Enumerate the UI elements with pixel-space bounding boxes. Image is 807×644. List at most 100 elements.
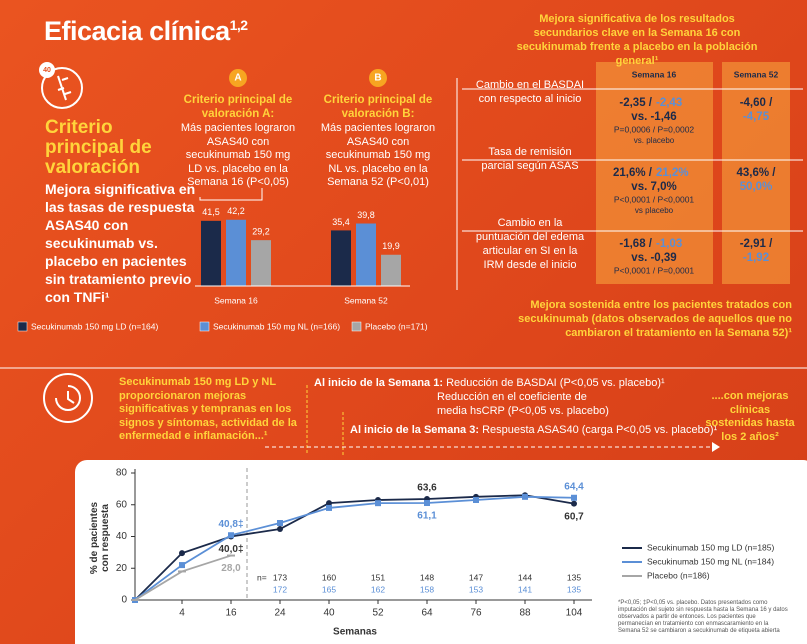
n-value: 173 — [273, 572, 287, 582]
column-header: Semana 16 — [632, 69, 677, 79]
title: Eficacia clínica1,2 — [44, 16, 248, 47]
bar — [251, 240, 271, 286]
cell-ld: -2,91 / — [740, 238, 773, 250]
y-tick-label: 40 — [116, 531, 128, 542]
marker — [473, 496, 479, 503]
x-tick-label: 52 — [372, 608, 384, 619]
value-label: 42,2 — [227, 206, 245, 216]
cell-ld: -4,60 / — [740, 97, 773, 109]
value-label: 19,9 — [382, 241, 400, 251]
marker — [277, 526, 283, 533]
criterion-text: Más pacientes lograron ASAS40 con secuki… — [180, 122, 296, 188]
bar — [201, 220, 221, 286]
x-tick-label: 88 — [519, 608, 531, 619]
cell-nl: 21,2% — [656, 167, 689, 179]
legend-label: Placebo (n=171) — [365, 321, 428, 331]
marker — [179, 562, 185, 569]
marker — [571, 500, 577, 507]
column-bg — [722, 62, 790, 284]
marker — [424, 500, 430, 507]
legend-swatch — [351, 321, 362, 332]
x-tick-label: 40 — [323, 608, 335, 619]
week1: Al inicio de la Semana 1: Reducción de B… — [314, 377, 665, 389]
value-label: 29,2 — [252, 227, 270, 237]
criterion-text: Más pacientes lograron ASAS40 con secuki… — [320, 122, 436, 188]
cell-p: P<0,0001 / P=0,0001 — [614, 265, 695, 275]
cell-ld: 21,6% / — [613, 167, 653, 179]
cell-placebo: vs. -0,39 — [631, 252, 676, 264]
week1-text2: Reducción en el coeficiente de media hsC… — [437, 391, 609, 417]
column-header: Semana 52 — [734, 69, 779, 79]
cell-nl: -4,75 — [743, 111, 770, 123]
marker — [375, 500, 381, 507]
x-tick-label: Semana 16 — [214, 295, 258, 305]
cell-nl: 50,0% — [740, 181, 773, 193]
cell-nl: -2,43 — [656, 97, 682, 109]
marker — [326, 504, 332, 511]
n-value: 172 — [273, 584, 287, 594]
legend-label: Secukinumab 150 mg NL (n=184) — [647, 556, 774, 566]
bar — [381, 254, 401, 286]
y-tick-label: 20 — [116, 563, 128, 574]
week1-text: Reducción de BASDAI (P<0,05 vs. placebo)… — [446, 377, 665, 389]
value-label: 60,7 — [564, 511, 584, 522]
bar — [356, 223, 376, 286]
connector — [199, 188, 263, 201]
legend-label: Secukinumab 150 mg NL (n=166) — [213, 321, 340, 331]
line — [134, 495, 575, 601]
x-tick-label: 16 — [225, 608, 237, 619]
x-tick-label: 76 — [470, 608, 482, 619]
x-tick-label: 24 — [274, 608, 286, 619]
cell-placebo: vs. 7,0% — [631, 181, 676, 193]
value-label: 35,4 — [332, 217, 350, 227]
bar — [331, 230, 351, 286]
cell-placebo: vs. -1,46 — [631, 111, 676, 123]
cell-ld: 43,6% / — [737, 167, 777, 179]
n-value: 165 — [322, 584, 336, 594]
marker — [179, 550, 185, 557]
value-label: 63,6 — [417, 483, 437, 494]
badge-text: 40 — [43, 67, 51, 74]
value-label: 41,5 — [202, 207, 220, 217]
row-label: Tasa de remisión parcial según ASAS — [481, 146, 579, 172]
x-tick-label: 64 — [421, 608, 433, 619]
icon — [41, 67, 83, 109]
n-value: 144 — [518, 572, 532, 582]
cell-ld: -1,68 / — [619, 238, 652, 250]
y-axis-label: % de pacientes con respuesta — [89, 501, 111, 575]
primary-text: Mejora significativa en las tasas de res… — [45, 181, 196, 305]
row-label: Cambio en el BASDAI con respecto al inic… — [475, 79, 585, 105]
primary-heading: Criterio principal de valoración — [45, 117, 152, 178]
badge — [39, 62, 55, 78]
cell-nl: -1,03 — [656, 238, 682, 250]
legend-label: Placebo (n=186) — [647, 570, 710, 580]
value-label: 64,4 — [564, 481, 584, 492]
y-tick-label: 0 — [121, 595, 127, 606]
value-label: 28,0 — [221, 563, 241, 574]
column-bg — [596, 62, 713, 284]
n-value: 135 — [567, 572, 581, 582]
early-text: Secukinumab 150 mg LD y NL proporcionaro… — [119, 376, 297, 442]
secondary-title: Mejora significativa de los resultados s… — [516, 13, 758, 67]
value-label: 40,0‡ — [218, 544, 243, 555]
cell-ld: -2,35 / — [619, 97, 652, 109]
letter-circle — [369, 69, 387, 87]
clock-icon — [55, 385, 81, 411]
n-value: 135 — [567, 584, 581, 594]
value-label: 61,1 — [417, 511, 437, 522]
footnote: *P<0,05; ‡P<0,05 vs. placebo. Datos pres… — [618, 600, 788, 634]
n-value: 158 — [420, 584, 434, 594]
legend-label: Secukinumab 150 mg LD (n=164) — [31, 321, 159, 331]
n-value: 162 — [371, 584, 385, 594]
x-tick-label: 104 — [566, 608, 583, 619]
cell-nl: -1,92 — [743, 252, 769, 264]
bar — [226, 219, 246, 286]
legend-swatch — [17, 321, 28, 332]
arrow — [712, 442, 720, 452]
criterion-title: Criterio principal de valoración B: — [323, 94, 433, 120]
spine-icon — [57, 75, 72, 101]
n-value: 147 — [469, 572, 483, 582]
marker — [326, 500, 332, 507]
n-label: n= — [257, 572, 267, 582]
